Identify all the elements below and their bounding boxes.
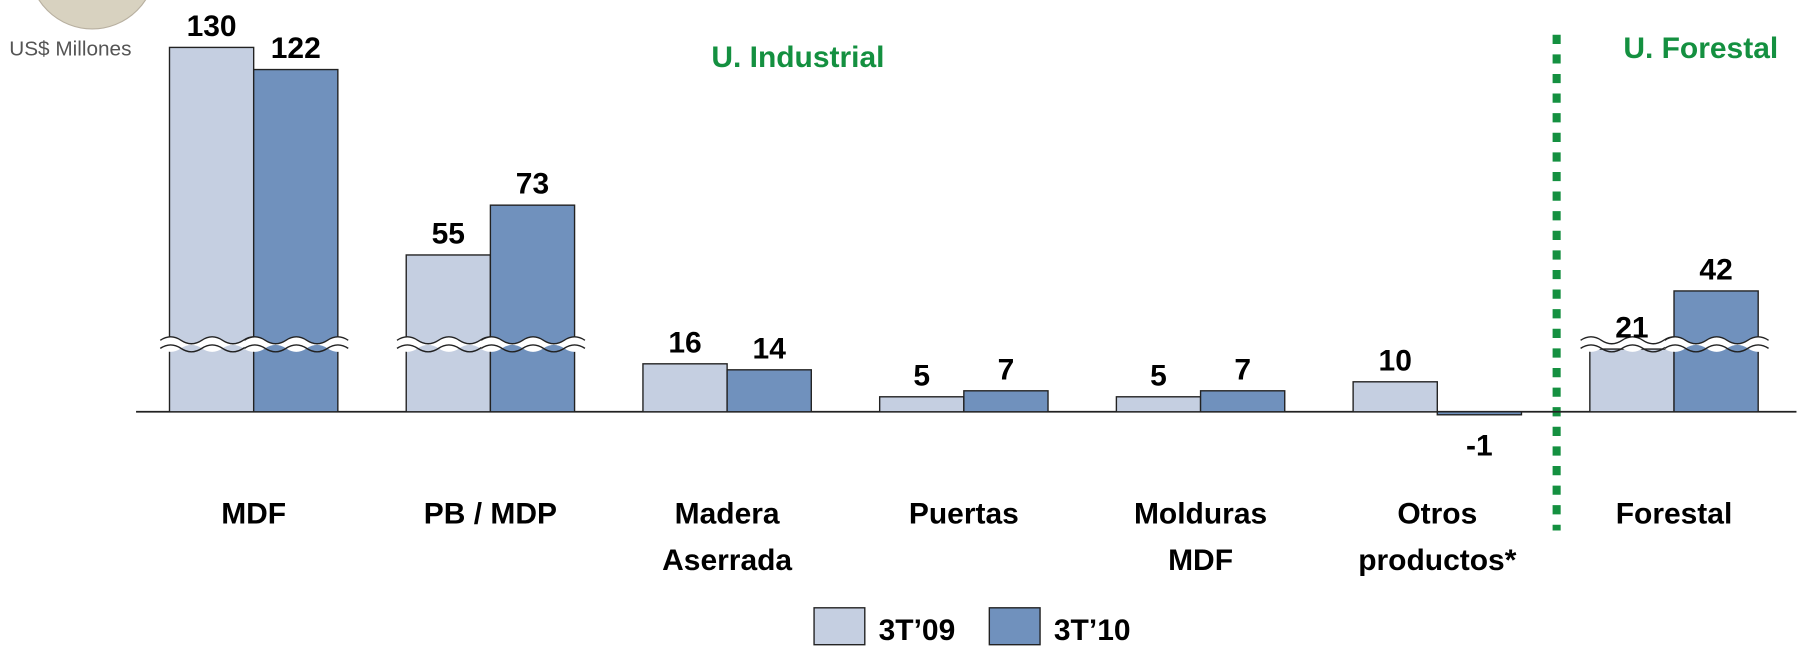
bar	[1116, 397, 1200, 412]
bar	[880, 397, 964, 412]
data-label: 122	[271, 32, 321, 65]
x-tick-label: MDF	[1168, 544, 1233, 577]
unit-label: US$ Millones	[9, 37, 131, 60]
bar	[643, 364, 727, 412]
x-tick-label: MDF	[221, 498, 286, 531]
bar	[1437, 412, 1521, 415]
bar	[727, 370, 811, 412]
legend-label: 3T’09	[879, 614, 956, 646]
x-tick-label: Puertas	[909, 498, 1019, 531]
bar	[1201, 391, 1285, 412]
data-label: 42	[1699, 253, 1732, 286]
x-tick-label: Forestal	[1616, 498, 1733, 531]
legend-label: 3T’10	[1054, 614, 1131, 646]
bar	[1590, 349, 1674, 412]
data-label: 5	[1150, 359, 1167, 392]
chart: US$ Millones U. Industrial U. Forestal M…	[0, 0, 1808, 646]
x-tick-label: Molduras	[1134, 498, 1267, 531]
bar	[254, 70, 338, 412]
logo-photo	[29, 0, 156, 29]
x-tick-label: Madera	[675, 498, 780, 531]
bar	[406, 255, 490, 412]
data-label: 7	[998, 353, 1015, 386]
legend-swatch	[989, 608, 1040, 645]
data-label: 16	[668, 326, 701, 359]
section-label: U. Forestal	[1623, 32, 1778, 65]
x-tick-label: PB / MDP	[424, 498, 557, 531]
data-label: 130	[187, 10, 237, 43]
data-label: 5	[913, 359, 930, 392]
section-label: U. Industrial	[711, 41, 884, 74]
data-label: 55	[432, 217, 465, 250]
data-label: 10	[1379, 344, 1412, 377]
bar	[1353, 382, 1437, 412]
data-label: 14	[753, 332, 787, 365]
bar	[964, 391, 1048, 412]
data-label: 73	[516, 168, 549, 201]
legend-swatch	[814, 608, 865, 645]
x-tick-label: productos*	[1358, 544, 1517, 577]
data-label: -1	[1466, 430, 1493, 463]
x-tick-label: Aserrada	[662, 544, 792, 577]
x-tick-label: Otros	[1397, 498, 1477, 531]
data-label: 21	[1615, 312, 1648, 345]
bar	[170, 47, 254, 411]
data-label: 7	[1234, 353, 1251, 386]
bar	[490, 205, 574, 412]
